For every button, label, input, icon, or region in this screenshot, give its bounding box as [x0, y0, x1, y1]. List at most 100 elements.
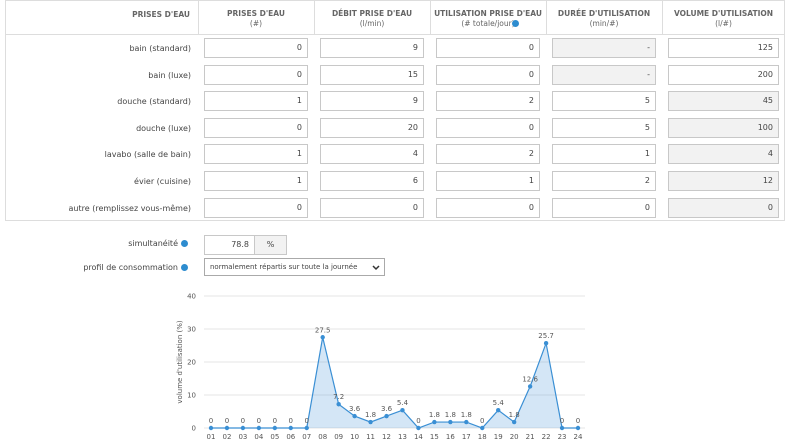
marker: [480, 425, 485, 431]
data-label: 1.8: [445, 411, 456, 419]
column-sep: [430, 0, 431, 34]
input-field[interactable]: 4: [320, 144, 424, 165]
header-title: VOLUME D'UTILISATION: [673, 9, 774, 18]
input-field[interactable]: 0: [436, 38, 540, 58]
data-label: 3.6: [349, 405, 361, 413]
data-label: 0: [241, 417, 245, 425]
input-field[interactable]: 0: [320, 197, 424, 218]
data-label: 0: [289, 417, 293, 425]
input-field[interactable]: 2: [552, 171, 656, 191]
data-label: 0: [209, 417, 213, 425]
input-field[interactable]: 15: [320, 64, 424, 85]
input-field: 4: [668, 144, 779, 165]
input-field[interactable]: 0: [204, 64, 308, 85]
marker: [384, 413, 389, 419]
y-tick-label: 20: [187, 359, 196, 367]
x-tick-label: 19: [494, 433, 503, 441]
data-label: 1.8: [509, 411, 520, 419]
x-tick-label: 22: [542, 433, 551, 441]
y-axis-label: volume d'utilisation (%): [176, 320, 184, 403]
input-field[interactable]: 1: [204, 171, 308, 191]
data-label: 0: [416, 417, 420, 425]
input-field[interactable]: 20: [320, 117, 424, 138]
input-field[interactable]: 0: [436, 64, 540, 85]
input-field[interactable]: 1: [204, 144, 308, 165]
input-field[interactable]: 2: [436, 144, 540, 165]
input-field[interactable]: 0: [436, 197, 540, 218]
setting-label: simultanéité: [128, 239, 178, 248]
x-tick-label: 14: [414, 433, 423, 441]
select-field[interactable]: normalement répartis sur toute la journé…: [204, 258, 385, 276]
marker: [448, 419, 453, 425]
data-label: 1.8: [461, 411, 472, 419]
header-title: PRISES D'EAU: [227, 9, 285, 18]
column-sep: [198, 0, 199, 34]
data-label: 1.8: [429, 411, 440, 419]
data-label: 0: [257, 417, 261, 425]
input-field[interactable]: 9: [320, 38, 424, 58]
x-tick-label: 16: [446, 433, 455, 441]
marker: [272, 425, 278, 431]
input-field[interactable]: 0: [436, 117, 540, 138]
input-field[interactable]: 1: [204, 91, 308, 112]
column-sep: [546, 0, 547, 34]
x-tick-label: 12: [382, 433, 391, 441]
input-field[interactable]: 6: [320, 171, 424, 191]
data-label: 5.4: [397, 399, 409, 407]
input-field[interactable]: 5: [552, 91, 656, 112]
input-field[interactable]: 78.8: [204, 235, 255, 255]
marker: [352, 413, 357, 419]
input-field[interactable]: 1: [552, 144, 656, 165]
data-label: 27.5: [315, 326, 331, 334]
input-field: -: [552, 38, 656, 58]
input-field[interactable]: 200: [668, 64, 779, 85]
y-tick-label: 0: [192, 425, 196, 433]
input-field: -: [552, 64, 656, 85]
help-icon[interactable]: [181, 264, 188, 271]
marker: [336, 402, 341, 407]
x-tick-label: 24: [574, 433, 583, 441]
input-field[interactable]: 0: [204, 197, 308, 218]
marker: [432, 419, 437, 425]
input-field[interactable]: 0: [552, 197, 656, 218]
marker: [464, 419, 469, 425]
x-tick-label: 17: [462, 433, 471, 441]
input-field[interactable]: 2: [436, 91, 540, 112]
input-field[interactable]: 0: [204, 117, 308, 138]
help-icon[interactable]: [512, 20, 519, 27]
data-label: 0: [305, 417, 309, 425]
header-title: UTILISATION PRISE D'EAU: [434, 9, 542, 18]
marker: [288, 425, 293, 431]
data-label: 3.6: [381, 405, 393, 413]
x-tick-label: 11: [366, 433, 375, 441]
line: [211, 337, 578, 429]
data-label: 7.2: [333, 393, 344, 401]
header-title: DURÉE D'UTILISATION: [557, 9, 651, 18]
row-label: évier (cuisine): [134, 177, 191, 186]
x-tick-label: 10: [350, 433, 359, 441]
setting-label: profil de consommation: [83, 263, 178, 272]
row-label: bain (luxe): [148, 70, 191, 80]
header-sep: [5, 34, 785, 35]
input-field[interactable]: 125: [668, 38, 779, 58]
help-icon[interactable]: [181, 240, 188, 247]
header-unit: (l/min): [359, 19, 385, 28]
data-label: 5.4: [493, 399, 505, 407]
x-tick-label: 06: [286, 433, 295, 441]
data-label: 25.7: [538, 332, 554, 340]
x-tick-label: 23: [558, 433, 567, 441]
header-unit: (min/#): [589, 19, 619, 28]
data-label: 0: [560, 417, 564, 425]
area-fill: [211, 337, 578, 428]
input-unit: %: [254, 235, 287, 255]
marker: [224, 425, 230, 431]
marker: [496, 407, 501, 413]
input-field[interactable]: 0: [204, 38, 308, 58]
input-field[interactable]: 9: [320, 91, 424, 112]
x-tick-label: 08: [318, 433, 327, 441]
input-field[interactable]: 5: [552, 117, 656, 138]
y-tick-label: 10: [187, 392, 196, 400]
input-field[interactable]: 1: [436, 171, 540, 191]
